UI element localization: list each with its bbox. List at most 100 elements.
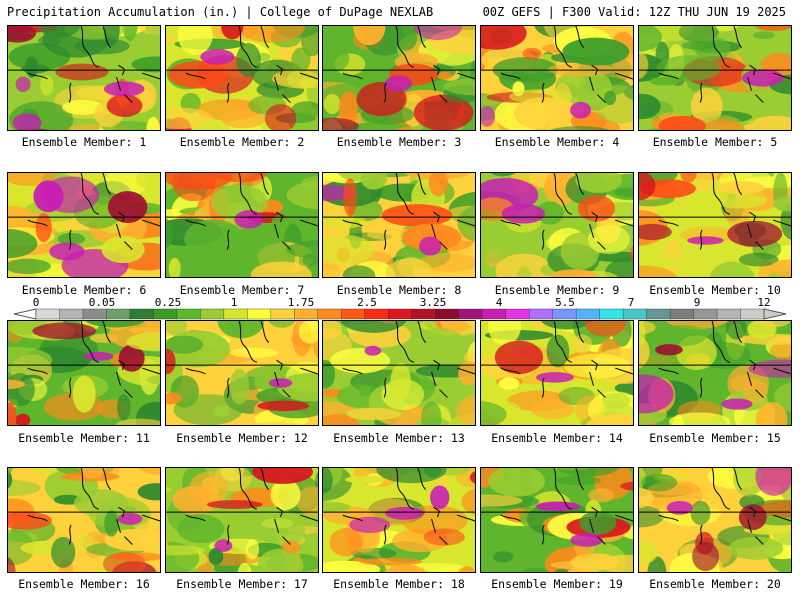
precip-field	[639, 26, 791, 130]
ensemble-member-label: Ensemble Member: 11	[18, 431, 150, 445]
precip-field	[166, 321, 318, 425]
ensemble-member-label: Ensemble Member: 9	[494, 283, 620, 297]
ensemble-member-label: Ensemble Member: 12	[176, 431, 308, 445]
precip-field	[323, 173, 475, 277]
precip-field	[323, 468, 475, 572]
ensemble-member-map	[7, 320, 161, 426]
colorbar-swatch	[341, 308, 366, 320]
precip-field	[639, 321, 791, 425]
ensemble-member-map	[480, 172, 634, 278]
colorbar-tick-label: 3.25	[419, 296, 447, 309]
ensemble-member-map	[322, 172, 476, 278]
precip-field	[639, 468, 791, 572]
ensemble-member-label: Ensemble Member: 13	[333, 431, 465, 445]
colorbar-left-arrow	[13, 308, 37, 320]
precip-field	[481, 321, 633, 425]
ensemble-member-map	[480, 25, 634, 131]
colorbar-swatch	[599, 308, 624, 320]
ensemble-member-map	[322, 25, 476, 131]
colorbar-swatch	[317, 308, 342, 320]
colorbar-swatch	[716, 308, 742, 320]
precip-field	[323, 26, 475, 130]
colorbar-swatch	[106, 308, 131, 320]
colorbar-right-arrow	[763, 308, 787, 320]
page-title: Precipitation Accumulation (in.) | Colle…	[7, 5, 434, 19]
colorbar-swatch	[411, 308, 436, 320]
ensemble-member-map	[165, 25, 319, 131]
precip-field	[639, 173, 791, 277]
ensemble-member-label: Ensemble Member: 16	[18, 577, 150, 591]
ensemble-member-label: Ensemble Member: 6	[21, 283, 147, 297]
ensemble-member-map	[322, 467, 476, 573]
ensemble-member-map	[638, 25, 792, 131]
colorbar-tick-label: 0.05	[88, 296, 116, 309]
colorbar-swatch	[176, 308, 201, 320]
ensemble-member-label: Ensemble Member: 3	[336, 135, 462, 149]
colorbar-tick-label: 4	[495, 296, 503, 309]
colorbar-swatch	[200, 308, 225, 320]
precip-field	[481, 26, 633, 130]
ensemble-member-label: Ensemble Member: 2	[179, 135, 305, 149]
precip-field	[166, 26, 318, 130]
precip-field	[166, 173, 318, 277]
ensemble-member-map	[638, 172, 792, 278]
ensemble-member-map	[480, 467, 634, 573]
ensemble-member-label: Ensemble Member: 4	[494, 135, 620, 149]
ensemble-member-label: Ensemble Member: 20	[649, 577, 781, 591]
colorbar-swatch	[129, 308, 155, 320]
colorbar-swatch	[693, 308, 718, 320]
colorbar-swatch	[59, 308, 84, 320]
ensemble-member-label: Ensemble Member: 17	[176, 577, 308, 591]
colorbar-tick-label: 0	[32, 296, 40, 309]
precip-field	[8, 173, 160, 277]
colorbar-swatch	[270, 308, 295, 320]
colorbar-tick-label: 12	[757, 296, 771, 309]
ensemble-member-map	[7, 25, 161, 131]
precip-field	[166, 468, 318, 572]
colorbar-swatch	[528, 308, 554, 320]
precip-field	[8, 468, 160, 572]
ensemble-member-label: Ensemble Member: 19	[491, 577, 623, 591]
run-valid-time: 00Z GEFS | F300 Valid: 12Z THU JUN 19 20…	[482, 5, 786, 19]
ensemble-member-map	[165, 467, 319, 573]
colorbar-swatch	[435, 308, 460, 320]
colorbar-swatch	[247, 308, 272, 320]
ensemble-member-map	[7, 467, 161, 573]
precip-field	[8, 26, 160, 130]
colorbar-swatch	[294, 308, 319, 320]
ensemble-member-map	[165, 320, 319, 426]
colorbar-swatch	[552, 308, 577, 320]
colorbar-swatch	[505, 308, 530, 320]
ensemble-member-label: Ensemble Member: 5	[652, 135, 778, 149]
colorbar-swatch	[364, 308, 389, 320]
ensemble-member-map	[638, 467, 792, 573]
ensemble-member-map	[638, 320, 792, 426]
ensemble-member-label: Ensemble Member: 8	[336, 283, 462, 297]
colorbar-swatch	[82, 308, 108, 320]
colorbar-tick-label: 0.25	[154, 296, 182, 309]
colorbar-tick-label: 9	[693, 296, 701, 309]
colorbar-tick-label: 1.75	[287, 296, 315, 309]
ensemble-member-map	[480, 320, 634, 426]
precip-field	[8, 321, 160, 425]
colorbar-swatch	[458, 308, 483, 320]
colorbar-swatch	[575, 308, 601, 320]
precip-field	[323, 321, 475, 425]
ensemble-member-map	[322, 320, 476, 426]
colorbar-tick-label: 7	[627, 296, 635, 309]
precip-field	[481, 468, 633, 572]
ensemble-member-map	[165, 172, 319, 278]
ensemble-member-label: Ensemble Member: 14	[491, 431, 623, 445]
ensemble-member-map	[7, 172, 161, 278]
ensemble-member-label: Ensemble Member: 7	[179, 283, 305, 297]
colorbar-swatch	[153, 308, 178, 320]
colorbar-swatch	[223, 308, 248, 320]
colorbar-swatch	[35, 308, 61, 320]
ensemble-member-label: Ensemble Member: 15	[649, 431, 781, 445]
ensemble-member-label: Ensemble Member: 18	[333, 577, 465, 591]
colorbar-swatch	[669, 308, 695, 320]
colorbar-swatch	[646, 308, 671, 320]
colorbar-swatch	[388, 308, 413, 320]
colorbar-tick-label: 5.5	[555, 296, 575, 309]
ensemble-member-label: Ensemble Member: 1	[21, 135, 147, 149]
